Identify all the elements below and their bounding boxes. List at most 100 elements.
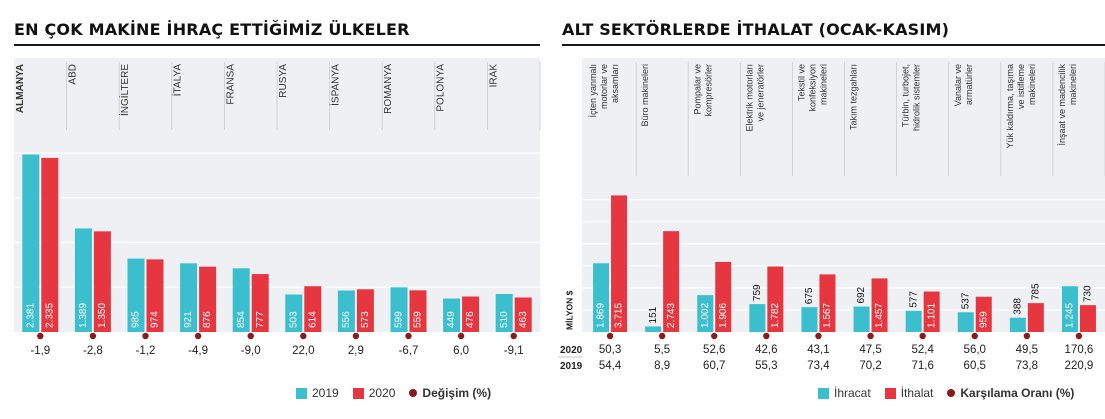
ratio-marker [658,332,666,340]
value-label-ihracat: 537 [960,292,971,309]
ratio-2020-value: 49,5 [1016,344,1038,356]
left-panel: EN ÇOK MAKİNE İHRAÇ ETTİĞİMİZ ÜLKELER AL… [0,0,541,419]
right-title-rule [562,44,1105,46]
legend-label-ratio: Karşılama Oranı (%) [960,386,1075,400]
right-category-label-line: İnşaat ve madencilik [1057,64,1067,146]
right-category-label: Vanalar vearmatürler [953,64,974,106]
change-marker [352,332,360,340]
ratio-2020-value: 42,6 [755,344,777,356]
bar-ihracat [593,263,610,332]
right-category-label: Türbin, turbojet,hidrolik sistemler [901,64,922,131]
value-label-ithalat: 959 [978,311,989,328]
bar-ithalat [611,195,628,332]
right-category-label-line: Pompalar ve [692,64,702,115]
legend-dot-change [409,389,418,397]
ratio-2019-value: 54,4 [599,360,622,372]
value-label-ihracat: 1.002 [700,303,711,328]
value-label-2019: 854 [236,311,247,328]
value-label-ihracat: 577 [908,291,919,308]
bar-2020 [93,231,111,332]
ratio-marker [919,332,926,340]
value-label-2020: 559 [413,311,424,328]
right-category-label: Elektrik motorlarıve jeneratörler [744,64,765,132]
bar-ithalat [923,291,940,332]
bar-ithalat [663,231,680,332]
legend-swatch-2020 [352,387,364,399]
value-label-2019: 503 [288,311,299,328]
left-category-label: POLONYA [436,64,447,112]
bar-ithalat [1027,303,1044,332]
left-legend: 2019 2020 Değişim (%) [296,386,505,400]
change-value: -9,1 [504,345,524,357]
value-label-2019: 985 [131,311,142,328]
value-label-2019: 2.381 [25,303,36,328]
ratio-marker [606,332,614,340]
left-category-label: ALMANYA [15,64,26,113]
value-label-2020: 876 [202,311,213,328]
change-marker [142,332,149,340]
value-label-ihracat: 675 [804,287,815,304]
legend-item-2020: 2020 [352,386,395,400]
change-marker [510,332,517,340]
legend-swatch-ithalat [884,387,896,399]
legend-swatch-2019 [296,387,307,399]
right-bar-chart: MİLYON $ 2020 2019 İçten yanmalımotorlar ve… [558,62,1105,372]
ratio-2020-value: 52,4 [911,344,934,356]
ratio-2020-value: 43,1 [807,344,829,356]
bar-2019 [285,294,303,332]
ratio-marker [1075,332,1083,340]
bar-ithalat [819,274,836,332]
change-value: -1,2 [136,345,156,357]
bar-2019 [337,290,355,332]
year-label-2020: 2020 [560,345,583,356]
legend-item-ihracat: İhracat [818,386,871,400]
bar-ihracat [1009,317,1026,332]
bar-ihracat [1061,286,1078,332]
bar-ithalat [975,296,992,332]
left-category-label: İTALYA [171,64,184,97]
right-category-label-line: konfeksiyon [807,64,817,112]
right-category-label: Yük kaldırma, taşımave istiflememakinele… [1005,64,1037,149]
change-value: -9,0 [241,345,261,357]
bar-2019 [74,228,92,332]
legend-label-2019: 2019 [312,386,339,400]
right-category-label-line: Türbin, turbojet, [901,64,911,127]
legend-label-ihracat: İhracat [834,386,871,400]
bar-ihracat [801,307,818,332]
bar-2020 [251,274,269,332]
bar-2020 [514,297,532,332]
bar-ihracat [749,304,766,332]
left-category-label: İSPANYA [329,64,342,106]
right-category-label-line: Büro makineleri [640,64,650,127]
right-category-label-line: ve istifleme [1016,64,1026,109]
value-label-2020: 463 [518,311,529,328]
bar-ihracat [905,310,922,332]
legend-item-2019: 2019 [296,386,339,400]
ratio-2019-value: 60,7 [703,360,725,372]
right-category-label-line: ve jeneratörler [755,64,765,122]
left-category-label: ROMANYA [383,64,394,114]
ratio-marker [815,332,822,340]
right-category-label-line: motorlar ve [599,64,609,109]
left-category-label: ABD [68,64,79,85]
bar-ithalat [715,261,732,332]
right-category-label: İçten yanmalımotorlar veaksamları [588,64,620,118]
value-label-2020: 777 [255,311,266,328]
left-chart-title: EN ÇOK MAKİNE İHRAÇ ETTİĞİMİZ ÜLKELER [14,20,410,39]
bar-2019 [390,287,408,332]
ratio-2020-value: 56,0 [964,344,986,356]
y-axis-unit: MİLYON $ [564,290,574,330]
bar-2019 [180,263,198,332]
right-panel: ALT SEKTÖRLERDE İTHALAT (OCAK-KASIM) MİL… [556,0,1105,419]
ratio-marker [711,332,718,340]
change-value: 22,0 [292,345,314,357]
value-label-2020: 974 [150,311,161,328]
bar-2019 [495,293,513,332]
bar-2020 [462,296,480,332]
value-label-ithalat: 3.715 [614,303,625,328]
ratio-2019-value: 73,4 [807,360,830,372]
right-category-label-line: Yük kaldırma, taşıma [1005,64,1015,149]
change-value: -4,9 [188,345,208,357]
change-marker [300,332,307,340]
legend-label-ithalat: İthalat [900,386,934,400]
